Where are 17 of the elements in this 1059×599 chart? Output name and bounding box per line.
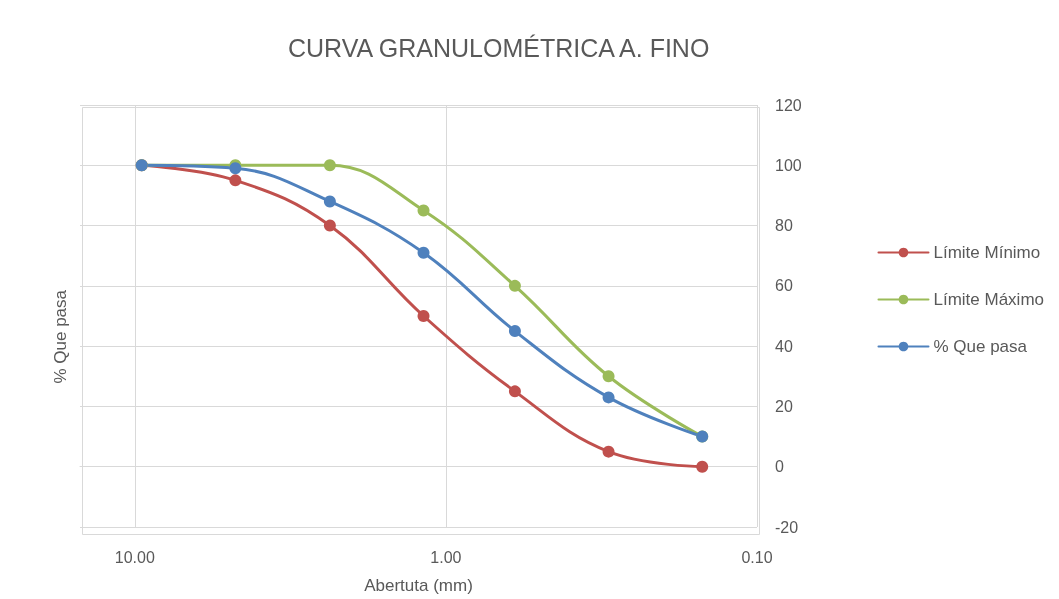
legend-label: % Que pasa	[933, 337, 1028, 356]
y-tick-label: 80	[775, 217, 793, 235]
y-tick-label: 40	[775, 337, 793, 355]
x-tick-label: 0.10	[741, 548, 773, 566]
x-tick-label: 10.00	[114, 548, 155, 566]
y-tick-label: 60	[775, 277, 793, 295]
y-tick-label: 120	[775, 96, 802, 114]
y-tick-label: 20	[775, 397, 793, 415]
y-tick-label: 100	[775, 156, 802, 174]
chart-title: CURVA GRANULOMÉTRICA A. FINO	[288, 33, 710, 62]
y-tick-label: 0	[775, 458, 784, 476]
x-axis-title: Abertuta (mm)	[364, 576, 473, 595]
legend-label: Límite Máximo	[933, 290, 1045, 309]
legend-label: Límite Mínimo	[933, 243, 1041, 262]
y-axis-title: % Que pasa	[51, 289, 70, 384]
y-tick-label: -20	[775, 518, 799, 536]
x-tick-label: 1.00	[430, 548, 462, 566]
